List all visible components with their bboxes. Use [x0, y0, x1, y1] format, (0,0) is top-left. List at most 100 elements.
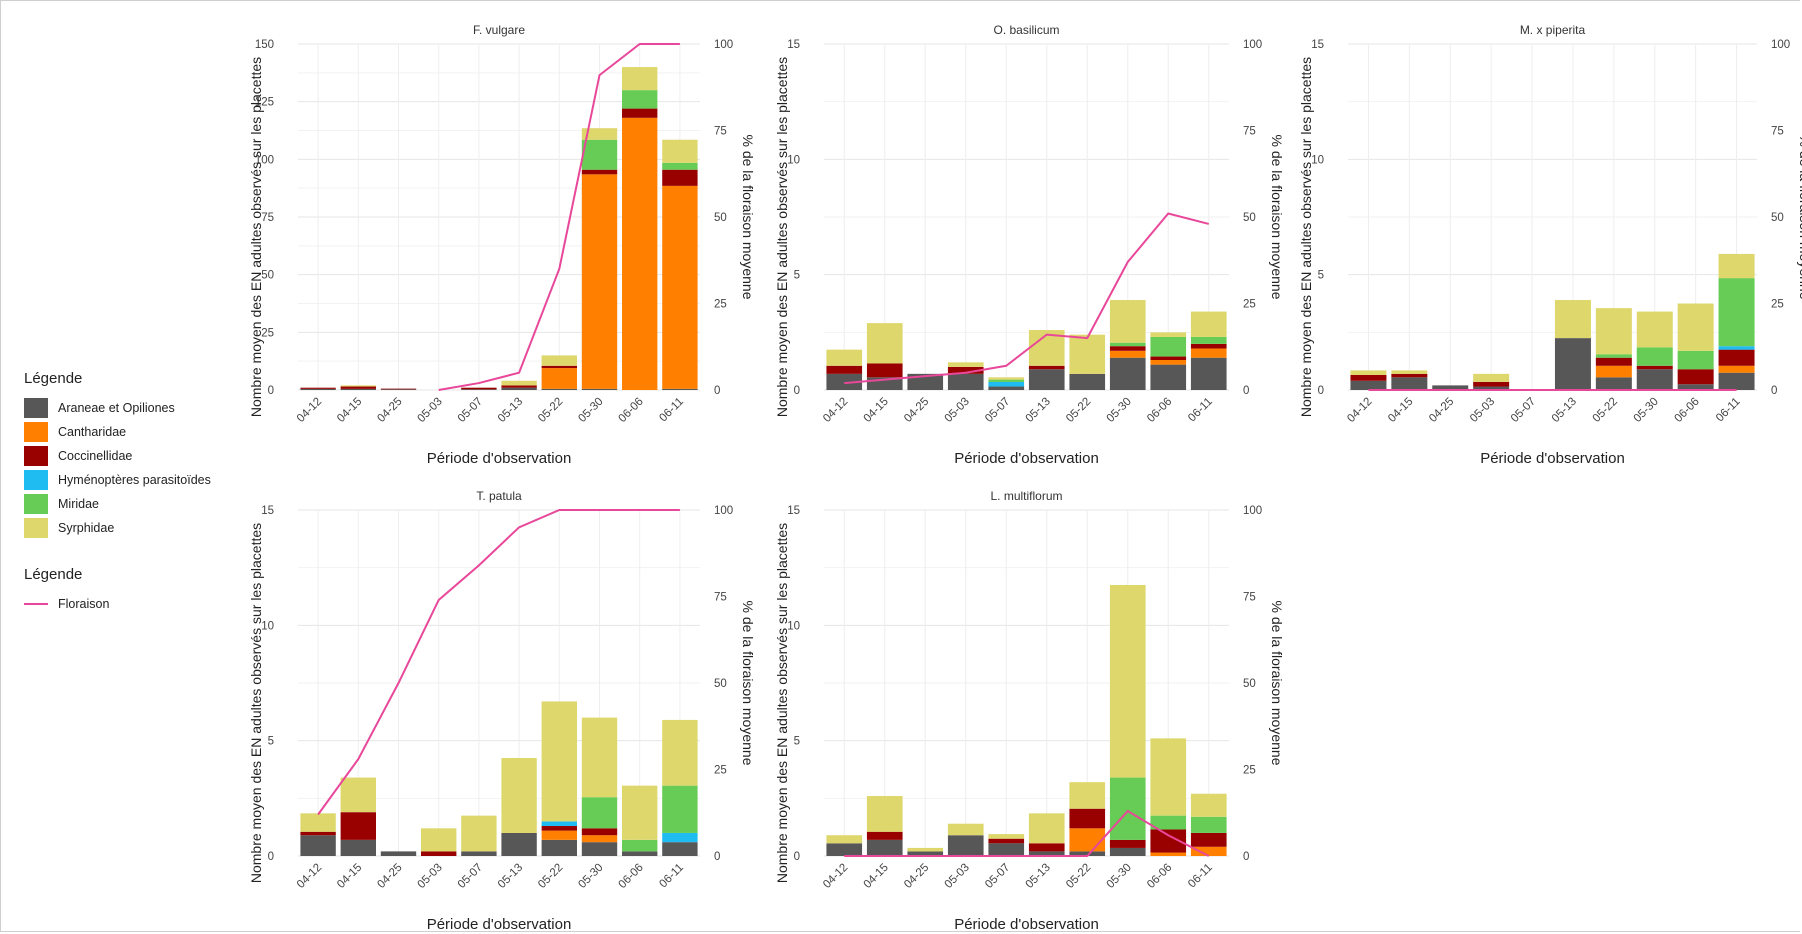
legend-label: Coccinellidae — [58, 449, 133, 463]
bar-segment — [1190, 311, 1227, 337]
bar-segment — [581, 717, 618, 798]
y-tick-label: 50 — [261, 270, 274, 282]
bar-segment — [1636, 311, 1673, 348]
y-tick-label: 5 — [1318, 270, 1324, 282]
x-tick-label: 05-07 — [1509, 396, 1538, 425]
bar-segment — [1190, 816, 1227, 833]
bar-segment — [501, 387, 537, 390]
bar-segment — [662, 185, 698, 389]
bar-segment — [662, 169, 698, 186]
x-tick-label: 06-11 — [1186, 862, 1215, 891]
y-tick-label: 15 — [261, 505, 274, 517]
bar-segment — [461, 389, 497, 390]
bar-segment — [1069, 334, 1106, 374]
y-axis-title: Nombre moyen des EN adultes observés sur… — [774, 57, 790, 417]
bar-segment — [340, 777, 376, 813]
bar-segment — [581, 174, 618, 389]
bar-segment — [622, 117, 658, 391]
bar-segment — [421, 828, 457, 852]
bar-segment — [1350, 380, 1387, 390]
bar-segment — [1069, 373, 1106, 390]
bar-segment — [826, 373, 863, 390]
bar-segment — [1391, 370, 1428, 374]
bar-segment — [541, 365, 577, 369]
bar-segment — [1150, 738, 1187, 816]
floraison-line — [317, 509, 680, 816]
bar-segment — [988, 377, 1025, 380]
x-tick-label: 06-06 — [617, 862, 646, 891]
x-tick-label: 05-30 — [1105, 396, 1134, 425]
bar-segment — [461, 815, 497, 852]
x-tick-label: 04-15 — [862, 396, 891, 425]
legend-item-4: Miridae — [24, 492, 244, 516]
bar-segment — [907, 851, 944, 856]
y2-tick-label: 75 — [1243, 592, 1256, 604]
bar-segment — [662, 388, 698, 390]
x-tick-label: 05-03 — [416, 396, 445, 425]
x-tick-label: 04-25 — [902, 396, 931, 425]
y2-tick-label: 25 — [1243, 765, 1256, 777]
legend-label: Cantharidae — [58, 425, 127, 439]
bar-segment — [1473, 373, 1510, 382]
x-tick-label: 04-15 — [335, 396, 364, 425]
x-tick-label: 04-12 — [1345, 396, 1374, 425]
bar-segment — [988, 838, 1025, 844]
bar-segment — [1677, 303, 1714, 351]
panel-4: L. multiflorum 0 5 10 15 0 25 50 75 100 04-12 04-15… — [774, 489, 1285, 933]
y-axis-title: Nombre moyen des EN adultes observés sur… — [248, 57, 264, 417]
bar-segment — [866, 796, 903, 832]
bar-segment — [501, 385, 537, 388]
x-tick-label: 04-12 — [821, 396, 850, 425]
panel-title: O. basilicum — [993, 23, 1059, 37]
y2-tick-label: 50 — [714, 678, 727, 690]
bar-segment — [1718, 346, 1755, 350]
bar-segment — [541, 826, 577, 831]
y-tick-label: 15 — [1311, 39, 1324, 51]
bar-segment — [300, 813, 336, 832]
x-tick-label: 04-12 — [295, 396, 324, 425]
x-axis-title: Période d'observation — [1480, 450, 1625, 467]
panel-1: O. basilicum 0 5 10 15 0 25 50 75 100 04-12 04-15 04… — [774, 23, 1285, 467]
y2-tick-label: 75 — [1771, 126, 1784, 138]
y-tick-label: 25 — [261, 327, 274, 339]
y-tick-label: 0 — [268, 851, 274, 863]
bar-segment — [340, 386, 376, 389]
bar-segment — [866, 839, 903, 856]
bar-segment — [581, 128, 618, 140]
y-tick-label: 15 — [787, 39, 800, 51]
x-tick-label: 04-25 — [902, 862, 931, 891]
x-tick-label: 05-22 — [1064, 862, 1093, 891]
legend-item-5: Syrphidae — [24, 516, 244, 540]
bar-segment — [622, 839, 658, 852]
bar-segment — [300, 388, 336, 390]
bar-segment — [988, 381, 1025, 387]
legend-swatch — [24, 518, 48, 538]
legend: Légende Araneae et Opiliones Cantharidae C… — [24, 370, 244, 616]
bar-segment — [1718, 365, 1755, 373]
bar-segment — [622, 108, 658, 118]
floraison-line-key — [24, 603, 48, 605]
x-tick-label: 06-11 — [657, 862, 686, 891]
x-tick-label: 06-06 — [1672, 396, 1701, 425]
bar-segment — [1677, 369, 1714, 385]
panel-0: F. vulgare 0 25 50 75 100 125 150 0 25 50 75 100 04-1… — [248, 23, 756, 467]
bar-segment — [1718, 349, 1755, 366]
bar-segment — [1109, 847, 1146, 856]
y2-tick-label: 50 — [714, 212, 727, 224]
bar-segment — [380, 388, 417, 390]
bar-segment — [1473, 381, 1510, 387]
bar-segment — [1190, 348, 1227, 358]
x-tick-label: 06-06 — [1145, 862, 1174, 891]
y2-axis-title: % de la floraison moyenne — [1269, 135, 1285, 300]
x-axis-title: Période d'observation — [427, 450, 572, 467]
y-tick-label: 5 — [794, 736, 800, 748]
bar-segment — [541, 839, 577, 856]
bar-segment — [1109, 777, 1146, 840]
bar-segment — [1718, 253, 1755, 279]
bar-segment — [300, 835, 336, 856]
y-tick-label: 10 — [787, 154, 800, 166]
y2-tick-label: 25 — [714, 765, 727, 777]
y-axis-title: Nombre moyen des EN adultes observés sur… — [1298, 57, 1314, 417]
bar-segment — [541, 355, 577, 366]
x-tick-label: 05-30 — [1105, 862, 1134, 891]
